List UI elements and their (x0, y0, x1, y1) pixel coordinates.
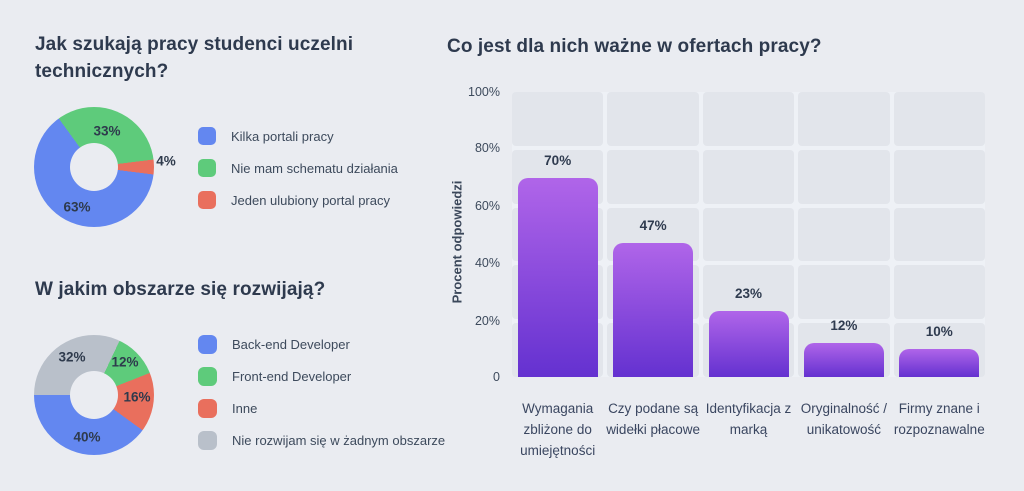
bar-value-label: 10% (925, 323, 953, 339)
grid-cell (512, 92, 604, 146)
grid-cell (798, 149, 890, 204)
legend-swatch-green (198, 159, 216, 177)
grid-cell (702, 207, 795, 262)
grid-cell (702, 92, 795, 146)
donut2-chart (34, 335, 154, 455)
grid-cell (798, 207, 890, 262)
bar (517, 177, 598, 377)
legend-item: Inne (198, 399, 445, 418)
y-tick-100: 100% (468, 85, 500, 99)
legend-item: Jeden ulubiony portal pracy (198, 191, 398, 209)
y-tick-40: 40% (474, 256, 500, 270)
grid-cell (798, 265, 890, 320)
grid-cell (893, 265, 985, 320)
bar-value-label: 23% (734, 286, 763, 302)
bar (899, 348, 980, 377)
legend-label: Inne (232, 401, 258, 416)
bar (613, 243, 694, 377)
y-tick-0: 0 (493, 370, 500, 384)
donut2-value-label-blue: 40% (73, 429, 101, 445)
grid-cell (702, 265, 795, 320)
donut1-value-label-green: 33% (93, 123, 121, 139)
grid-cell (893, 207, 985, 262)
grid-cell (798, 92, 890, 146)
bar (803, 342, 884, 377)
legend-label: Front-end Developer (232, 369, 352, 384)
legend-label: Jeden ulubiony portal pracy (231, 192, 390, 208)
legend-item: Back-end Developer (198, 335, 445, 354)
donut2-title: W jakim obszarze się rozwijają? (35, 279, 326, 300)
grid-cell (702, 149, 795, 204)
donut1-value-label-blue: 63% (63, 199, 91, 215)
donut2-legend: Back-end Developer Front-end Developer I… (198, 335, 445, 463)
donut2-hole (70, 371, 118, 419)
bar-chart-title: Co jest dla nich ważne w ofertach pracy? (447, 36, 822, 57)
legend-item: Nie mam schematu działania (198, 159, 398, 177)
bar-category-label: Identyfikacja z marką (705, 401, 792, 437)
grid-cell (607, 149, 699, 204)
donut1-chart (34, 107, 154, 227)
grid-cell (893, 149, 985, 204)
legend-swatch-green (198, 367, 217, 386)
bar-value-label: 12% (830, 317, 858, 333)
donut1-legend: Kilka portali pracy Nie mam schematu dzi… (198, 127, 398, 223)
y-tick-60: 60% (474, 199, 500, 213)
legend-swatch-blue (198, 335, 217, 354)
grid-cell (607, 92, 699, 146)
donut1-title: Jak szukają pracy studenci uczelni techn… (35, 34, 354, 82)
bar-category-label: Czy podane są widełki płacowe (606, 401, 700, 437)
grid-cell (893, 92, 985, 146)
bar-category-label: Firmy znane i rozpoznawalne (893, 401, 985, 437)
bar-value-label: 70% (544, 152, 572, 168)
bar-value-label: 47% (639, 218, 667, 234)
donut2-value-label-red: 16% (123, 389, 151, 405)
legend-swatch-red (198, 191, 216, 209)
bar-category-label: Oryginalność / unikatowość (800, 401, 888, 437)
donut1-hole (70, 143, 118, 191)
bar-category-label: Wymagania zbliżone do umiejętności (520, 401, 596, 458)
y-tick-80: 80% (474, 141, 500, 155)
donut2-value-label-green: 12% (111, 354, 139, 370)
legend-label: Kilka portali pracy (231, 128, 334, 144)
legend-swatch-blue (198, 127, 216, 145)
legend-swatch-gray (198, 431, 217, 450)
legend-label: Back-end Developer (232, 337, 350, 352)
legend-item: Kilka portali pracy (198, 127, 398, 145)
legend-label: Nie mam schematu działania (231, 160, 398, 176)
legend-item: Front-end Developer (198, 367, 445, 386)
y-tick-20: 20% (474, 314, 500, 328)
legend-item: Nie rozwijam się w żadnym obszarze (198, 431, 445, 450)
bar (708, 311, 789, 377)
legend-swatch-red (198, 399, 217, 418)
donut2-value-label-gray: 32% (58, 349, 86, 365)
donut1-value-label-red: 4% (156, 153, 176, 169)
legend-label: Nie rozwijam się w żadnym obszarze (232, 433, 446, 448)
